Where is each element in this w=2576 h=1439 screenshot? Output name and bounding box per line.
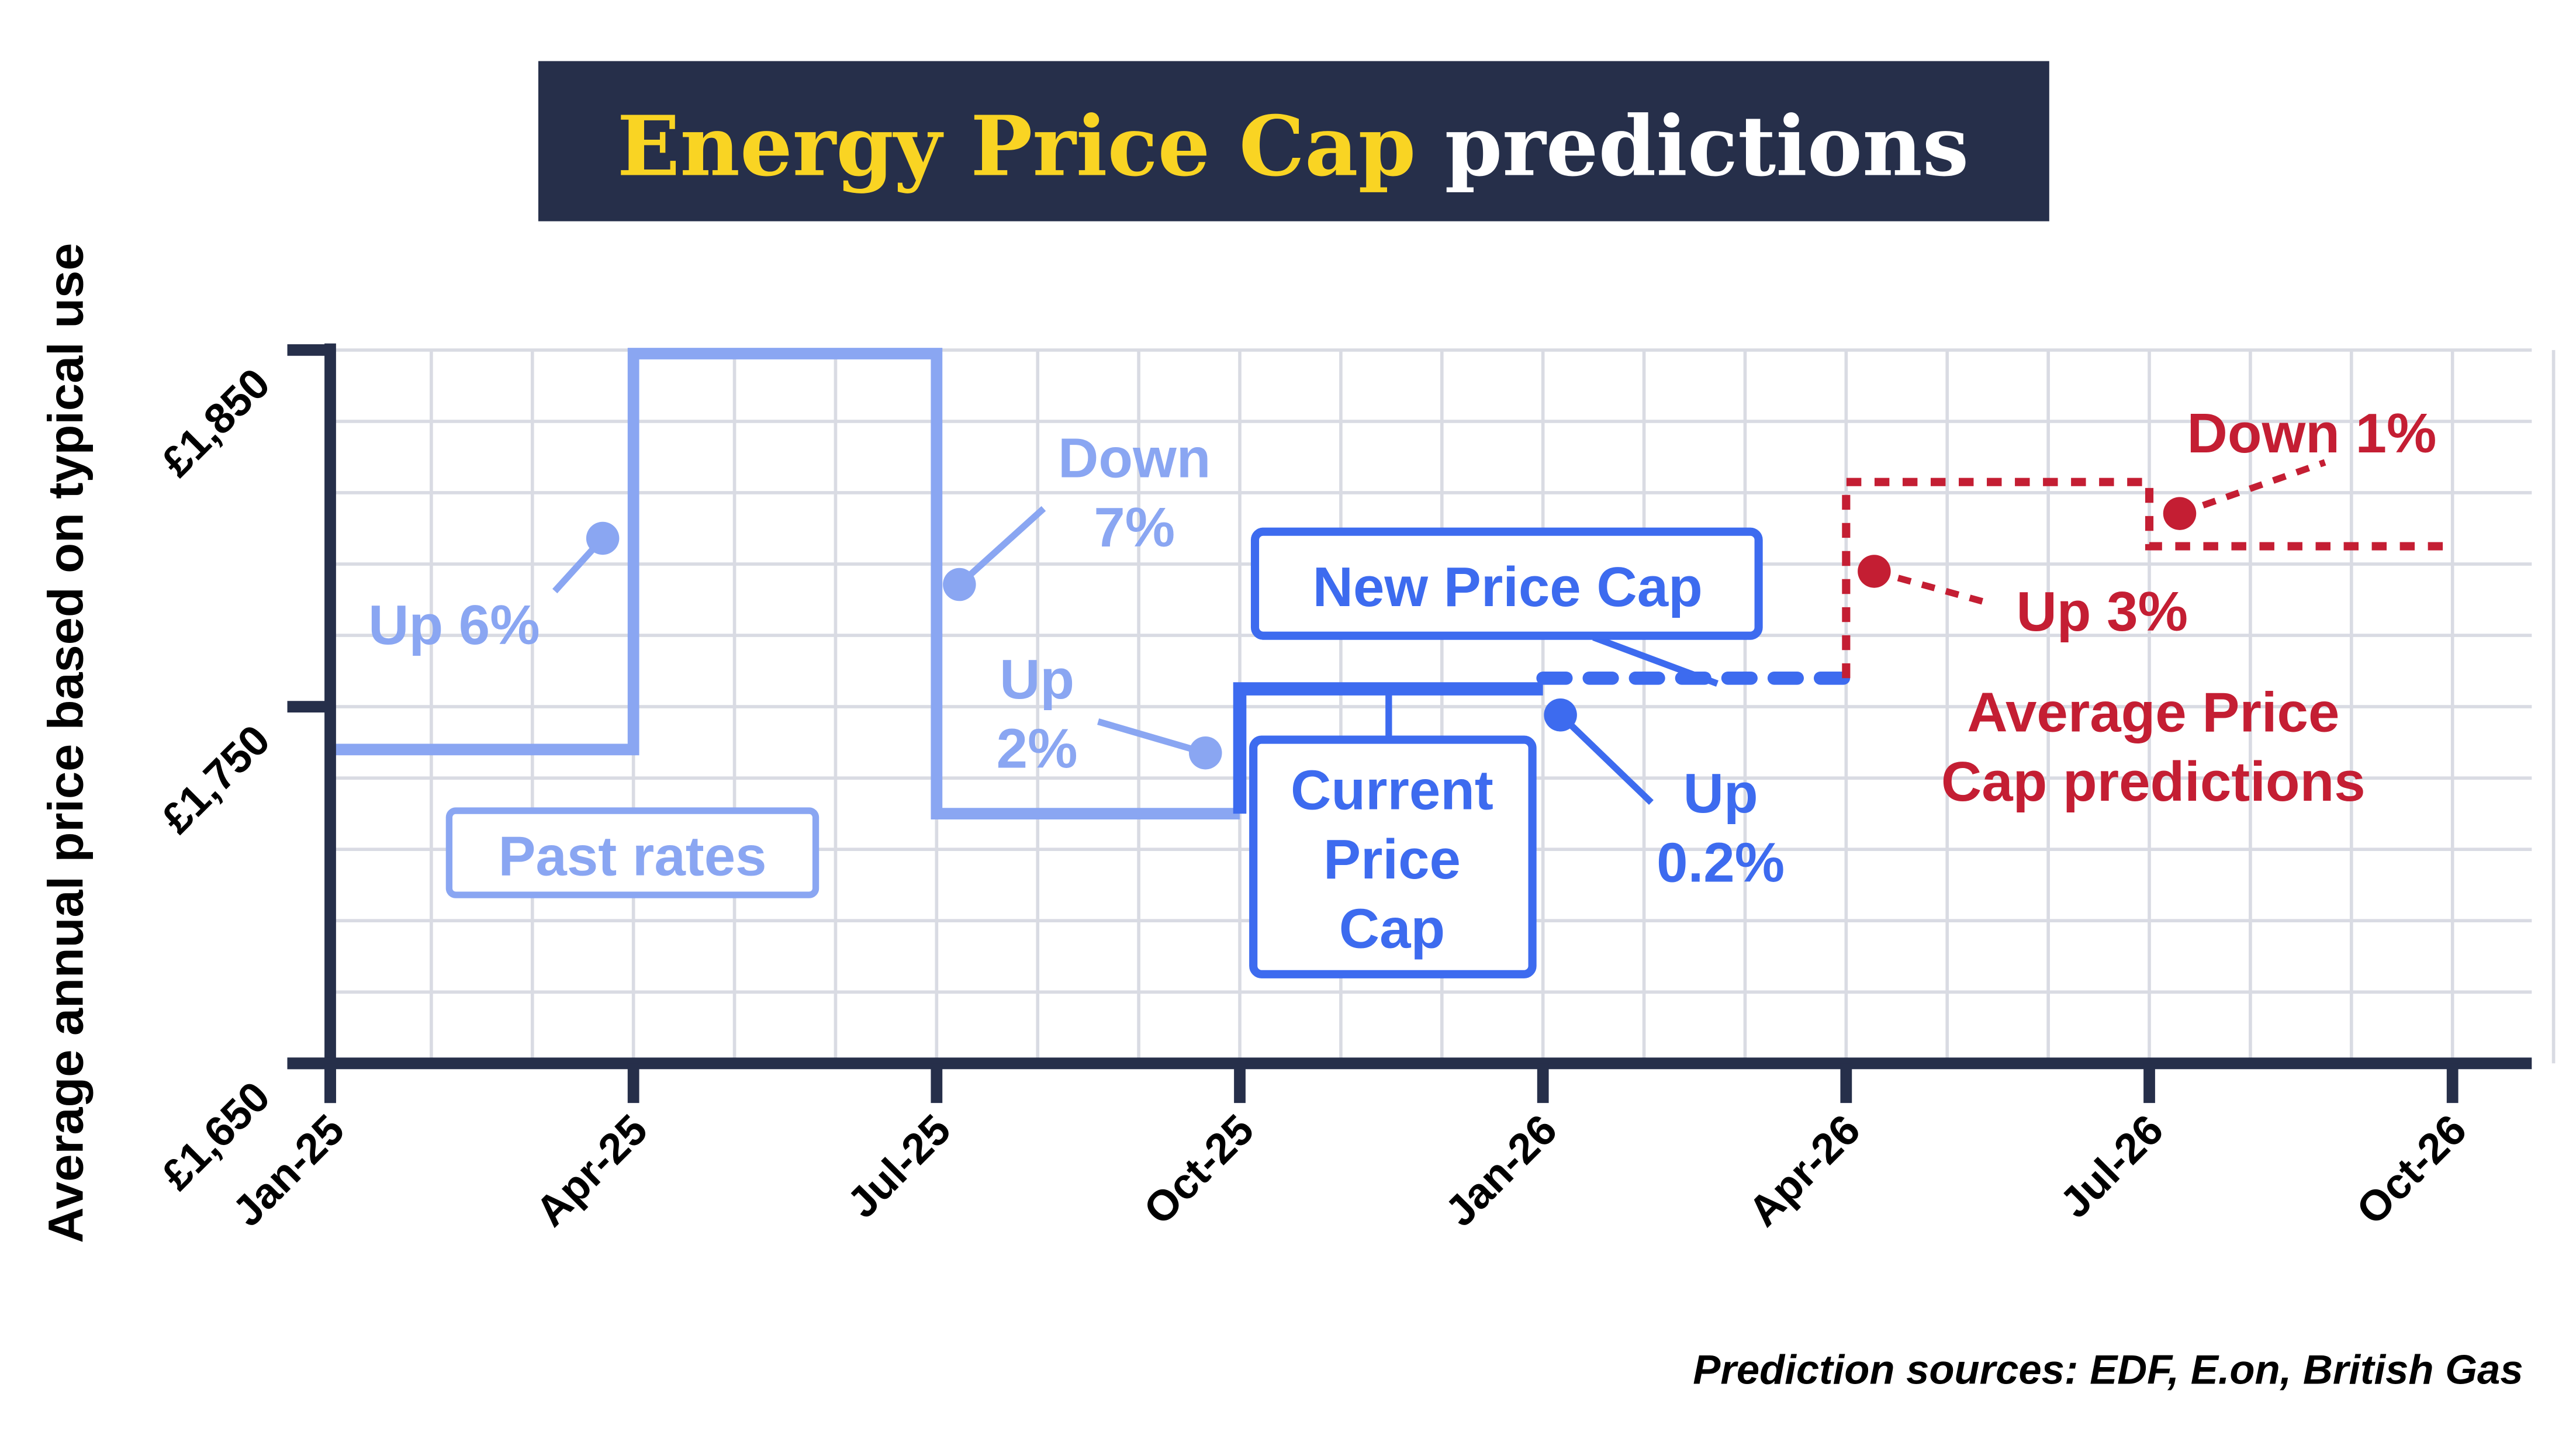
annotation-label-line: Down — [1058, 427, 1211, 489]
chart-marks: Up 6% Down 7% Up 2% Up 0.2% Up 3% Down 1% Past ra… — [330, 348, 2453, 978]
title-background — [538, 61, 2049, 222]
source-note: Prediction sources: EDF, E.on, British G… — [1693, 1346, 2523, 1392]
annotation-label-line: Up — [1683, 762, 1758, 825]
prediction-label-line: Cap predictions — [1941, 750, 2366, 813]
y-axis-label: Average annual price based on typical us… — [37, 243, 93, 1243]
prediction-label-line: Average Price — [1967, 681, 2339, 743]
chart-title: Energy Price Cap predictions — [617, 98, 1969, 195]
annotation-label-line: Up — [1000, 648, 1074, 711]
annotation-leader — [2179, 459, 2326, 517]
annotation-label-line: Up 6% — [368, 594, 540, 656]
series-line-past-rates — [330, 348, 1240, 820]
title-rest: predictions — [1445, 98, 1969, 195]
title-highlight: Energy Price Cap — [617, 98, 1416, 195]
current-price-cap-line: Cap — [1339, 898, 1445, 960]
x-tick-label: Oct-25 — [1135, 1105, 1263, 1234]
current-price-cap-line: Price — [1323, 828, 1461, 891]
past-rates-label: Past rates — [498, 825, 766, 887]
current-price-cap-line: Current — [1291, 759, 1493, 821]
annotation-dot — [1189, 736, 1222, 770]
annotation-label: Up 2% — [997, 648, 1078, 780]
annotation-leader — [1873, 568, 1994, 608]
annotation-leader — [1558, 712, 1654, 805]
current-price-cap-box — [1249, 735, 1537, 978]
annotation-label-line: Up 3% — [2016, 580, 2188, 643]
annotation-dot — [586, 521, 620, 555]
x-tick-label: Jul-25 — [838, 1105, 960, 1227]
annotation-leader — [1097, 718, 1206, 756]
title-banner: Energy Price Cap predictions — [538, 61, 2049, 222]
annotation-label: Up 3% — [2016, 580, 2188, 643]
annotation-label-line: 2% — [997, 718, 1078, 780]
annotation-dot — [943, 568, 976, 601]
annotation-dot — [1858, 555, 1891, 588]
new-box-connector — [1592, 634, 1719, 687]
new-price-cap-box — [1250, 527, 1763, 640]
annotation-label: Up 6% — [368, 594, 540, 656]
annotation-dot — [2163, 497, 2197, 530]
annotation-leader — [957, 506, 1046, 587]
y-tick-label: £1,750 — [153, 716, 279, 843]
x-tick-label: Apr-26 — [1739, 1105, 1869, 1235]
annotation-label: Down 1% — [2187, 402, 2437, 465]
prediction-label: Average Price Cap predictions — [1941, 681, 2366, 813]
current-price-cap-label: Current Price Cap — [1291, 759, 1493, 960]
new-price-cap-label: New Price Cap — [1313, 556, 1703, 618]
annotation-label-line: Down 1% — [2187, 402, 2437, 465]
x-tick-label: Apr-25 — [527, 1105, 656, 1235]
y-tick-label: £1,850 — [153, 359, 279, 486]
x-tick-label: Jan-26 — [1436, 1105, 1567, 1236]
past-rates-box — [445, 807, 820, 898]
annotation-label: Down 7% — [1058, 427, 1211, 559]
series-line-current-price-cap — [1233, 682, 1543, 814]
annotation-label-line: 7% — [1094, 496, 1175, 559]
annotation-label: Up 0.2% — [1657, 762, 1785, 894]
x-tick-label: Jul-26 — [2051, 1105, 2173, 1227]
annotation-dot — [1544, 698, 1577, 732]
x-tick-label: Oct-26 — [2347, 1105, 2476, 1234]
annotation-label-line: 0.2% — [1657, 832, 1785, 894]
